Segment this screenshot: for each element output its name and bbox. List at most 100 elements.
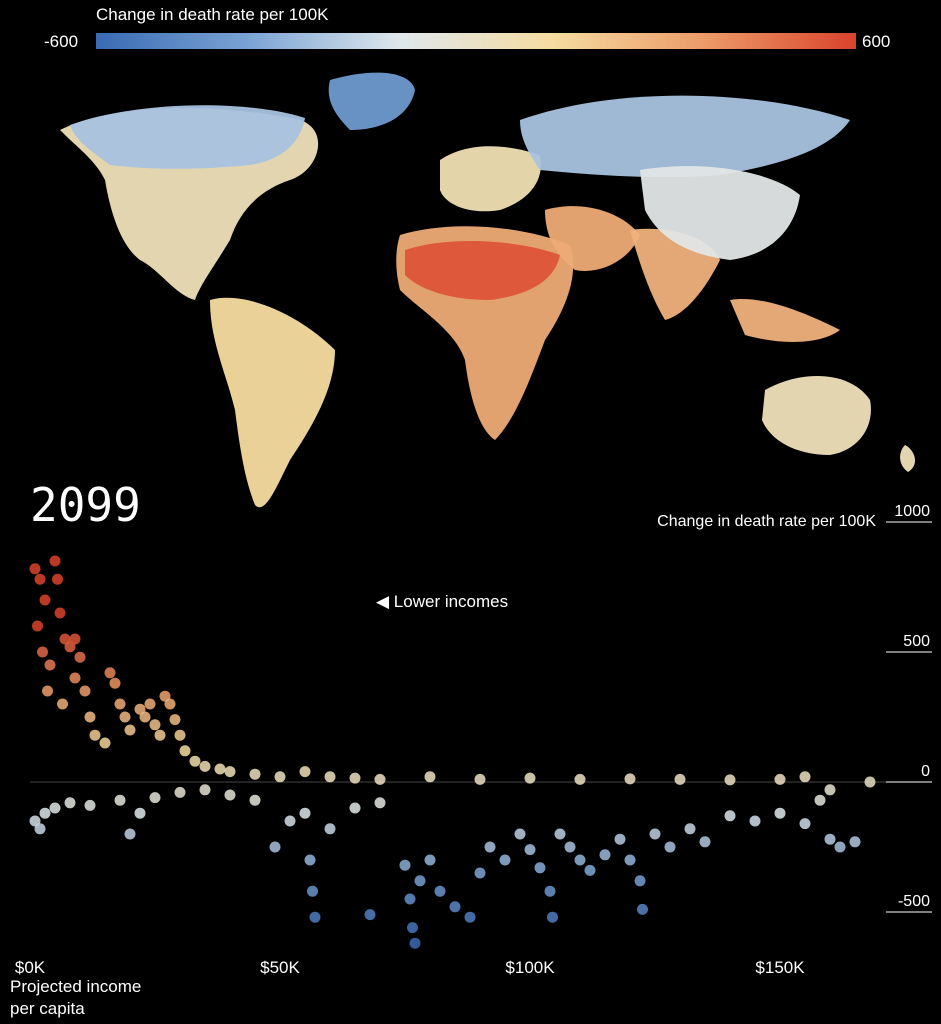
- scatter-point: [29, 815, 41, 827]
- scatter-point: [724, 774, 736, 786]
- scatter-point: [174, 729, 186, 741]
- scatter-point: [434, 885, 446, 897]
- scatter-point: [189, 755, 201, 767]
- scatter-point: [114, 698, 126, 710]
- scatter-point: [134, 807, 146, 819]
- scatter-point: [834, 841, 846, 853]
- scatter-point: [34, 823, 46, 835]
- scatter-point: [749, 815, 761, 827]
- scatter-point: [584, 864, 596, 876]
- scatter-point: [349, 802, 361, 814]
- scatter-point: [824, 833, 836, 845]
- scatter-point: [547, 911, 558, 923]
- map-region-greenland: [328, 72, 415, 130]
- scatter-point: [407, 922, 418, 934]
- scatter-point: [309, 911, 321, 923]
- y-tick-label: 0: [921, 763, 930, 780]
- color-legend-max-label: 600: [862, 32, 891, 51]
- scatter-point: [179, 745, 191, 757]
- scatter-point: [84, 711, 96, 723]
- scatter-point: [49, 555, 61, 567]
- scatter-point: [514, 828, 526, 840]
- scatter-point: [52, 573, 63, 585]
- x-axis: $0K $50K $100K $150K: [15, 958, 805, 977]
- scatter-point: [149, 792, 161, 804]
- map-region-russia: [520, 95, 850, 178]
- scatter-point: [409, 937, 421, 949]
- scatter-point: [124, 828, 136, 840]
- scatter-point: [149, 719, 161, 731]
- map-region-sahel: [405, 240, 560, 300]
- x-tick-label: $0K: [15, 958, 46, 977]
- scatter-point: [464, 911, 476, 923]
- scatter-point: [449, 901, 461, 913]
- scatter-point: [554, 828, 566, 840]
- x-axis-title-line-2: per capita: [10, 999, 85, 1018]
- annotation-lower-incomes: ◀ Lower incomes: [376, 592, 508, 611]
- scatter-point: [164, 698, 176, 710]
- scatter-point: [424, 771, 436, 783]
- scatter-point: [214, 763, 226, 775]
- scatter-point: [299, 766, 311, 778]
- scatter-point: [174, 786, 186, 798]
- scatter-point: [474, 867, 486, 879]
- scatter-point: [544, 885, 556, 897]
- scatter-point: [324, 771, 336, 783]
- scatter-point: [414, 875, 426, 887]
- scatter-point: [34, 573, 46, 585]
- scatter-point: [524, 844, 536, 856]
- scatter-point: [144, 698, 156, 710]
- scatter-point: [774, 807, 786, 819]
- scatter-point: [169, 714, 181, 726]
- scatter-point: [104, 667, 116, 679]
- scatter-point: [664, 841, 676, 853]
- color-legend-title: Change in death rate per 100K: [96, 5, 329, 24]
- scatter-point: [304, 854, 316, 866]
- scatter-point: [119, 711, 131, 723]
- scatter-point: [159, 690, 171, 702]
- x-tick-label: $50K: [260, 958, 300, 977]
- scatter-point: [37, 646, 48, 658]
- scatter-point: [849, 836, 861, 848]
- scatter-point: [774, 773, 786, 785]
- y-tick-label: 500: [903, 633, 930, 650]
- scatter-point: [274, 771, 286, 783]
- map-region-europe: [440, 146, 541, 212]
- scatter-point: [364, 909, 376, 921]
- map-region-southeast-asia: [730, 299, 840, 342]
- scatter-point: [599, 849, 611, 861]
- scatter-point: [534, 862, 546, 874]
- x-tick-label: $150K: [755, 958, 805, 977]
- scatter-point: [69, 633, 81, 645]
- scatter-point: [684, 823, 696, 835]
- scatter-point: [524, 772, 536, 784]
- scatter-point: [84, 799, 96, 811]
- year-label: 2099: [30, 478, 141, 532]
- color-legend-min-label: -600: [44, 32, 79, 51]
- scatter-point: [814, 794, 826, 806]
- map-region-australia: [762, 376, 871, 455]
- scatter-point: [474, 773, 486, 785]
- scatter-point: [29, 563, 41, 575]
- scatter-point: [114, 794, 126, 806]
- scatter-point: [64, 797, 76, 809]
- scatter-point: [57, 698, 68, 710]
- scatter-point: [49, 802, 61, 814]
- scatter-point: [349, 772, 361, 784]
- map-region-new-zealand: [900, 445, 916, 472]
- scatter-point: [649, 828, 661, 840]
- scatter-point: [564, 841, 576, 853]
- scatter-point: [374, 797, 386, 809]
- scatter-point: [307, 885, 318, 897]
- scatter-point: [299, 807, 311, 819]
- scatter-point: [44, 659, 56, 671]
- scatter-point: [637, 903, 648, 915]
- scatter-point: [574, 854, 586, 866]
- scatter-point: [109, 677, 121, 689]
- scatter-point: [99, 737, 111, 749]
- scatter-point: [864, 776, 876, 788]
- x-tick-label: $100K: [505, 958, 555, 977]
- scatter-point: [284, 815, 296, 827]
- scatter-point: [799, 771, 811, 783]
- scatter-point: [54, 607, 66, 619]
